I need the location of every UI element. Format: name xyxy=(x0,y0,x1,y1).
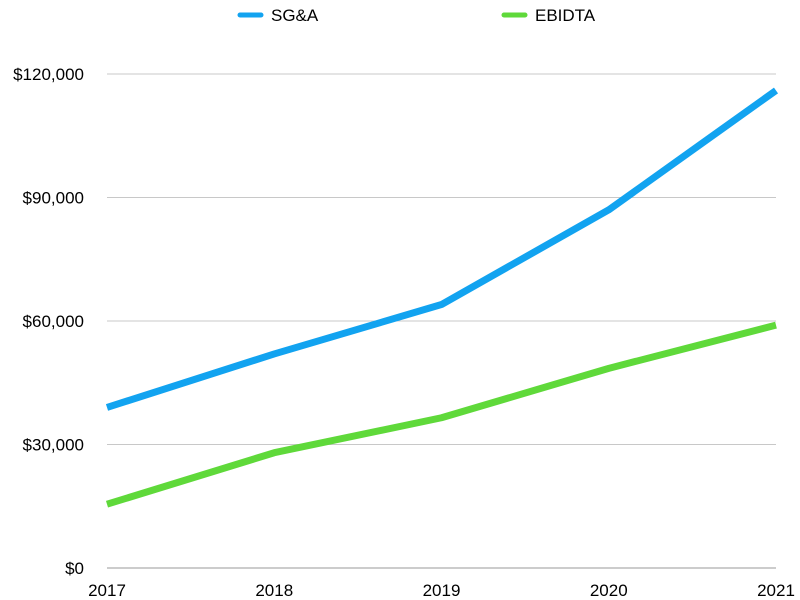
legend: SG&A EBIDTA xyxy=(237,6,596,25)
series-lines xyxy=(105,87,779,508)
y-tick-label: $90,000 xyxy=(23,189,84,208)
y-tick-label: $0 xyxy=(65,559,84,578)
y-axis-ticks: $0 $30,000 $60,000 $90,000 $120,000 xyxy=(13,65,84,578)
x-tick-label: 2017 xyxy=(88,581,126,600)
series-line-1 xyxy=(105,321,777,508)
series-line-0 xyxy=(105,87,779,411)
y-tick-label: $120,000 xyxy=(13,65,84,84)
x-tick-label: 2019 xyxy=(423,581,461,600)
y-tick-label: $60,000 xyxy=(23,312,84,331)
grid-lines xyxy=(107,73,776,569)
x-axis-ticks: 2017 2018 2019 2020 2021 xyxy=(88,581,795,600)
y-tick-label: $30,000 xyxy=(23,436,84,455)
legend-label: EBIDTA xyxy=(535,6,596,25)
legend-label: SG&A xyxy=(271,6,319,25)
x-tick-label: 2020 xyxy=(590,581,628,600)
x-tick-label: 2021 xyxy=(757,581,795,600)
x-tick-label: 2018 xyxy=(255,581,293,600)
